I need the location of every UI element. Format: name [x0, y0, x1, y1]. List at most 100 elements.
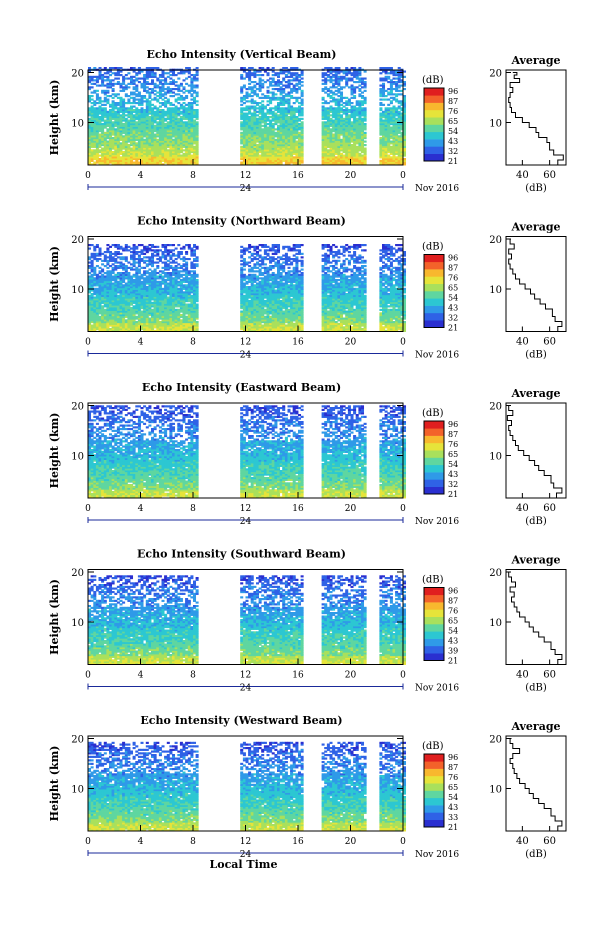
- heatmap-cell: [329, 77, 333, 80]
- heatmap-cell: [132, 81, 136, 84]
- heatmap-cell: [245, 117, 249, 120]
- heatmap-cell: [177, 135, 181, 138]
- heatmap-cell: [261, 145, 265, 148]
- heatmap-cell: [101, 147, 105, 150]
- heatmap-cell: [124, 265, 128, 268]
- heatmap-cell: [271, 81, 275, 84]
- heatmap-cell: [114, 72, 118, 75]
- heatmap-cell: [261, 149, 265, 152]
- heatmap-cell: [148, 109, 152, 112]
- heatmap-cell: [169, 126, 173, 129]
- heatmap-cell: [103, 282, 107, 285]
- heatmap-cell: [114, 82, 118, 85]
- heatmap-cell: [153, 158, 157, 161]
- heatmap-cell: [250, 130, 254, 133]
- heatmap-cell: [337, 117, 341, 120]
- heatmap-cell: [95, 291, 99, 294]
- heatmap-cell: [124, 328, 128, 331]
- heatmap-cell: [382, 116, 386, 119]
- heatmap-cell: [389, 158, 393, 161]
- heatmap-cell: [361, 151, 365, 154]
- heatmap-cell: [300, 130, 304, 133]
- heatmap-cell: [358, 149, 362, 152]
- colorbar-swatch: [424, 131, 444, 140]
- heatmap-cell: [164, 79, 168, 82]
- heatmap-cell: [324, 135, 328, 138]
- heatmap-cell: [363, 151, 367, 154]
- heatmap-cell: [363, 163, 367, 166]
- heatmap-cell: [166, 124, 170, 127]
- heatmap-cell: [101, 280, 105, 283]
- heatmap-cell: [287, 126, 291, 129]
- heatmap-cell: [119, 135, 123, 138]
- heatmap-cell: [384, 156, 388, 159]
- heatmap-cell: [164, 110, 168, 113]
- heatmap-cell: [389, 163, 393, 166]
- heatmap-cell: [337, 112, 341, 115]
- heatmap-cell: [111, 147, 115, 150]
- heatmap-cell: [151, 82, 155, 85]
- heatmap-cell: [250, 95, 254, 98]
- heatmap-cell: [148, 144, 152, 147]
- heatmap-cell: [290, 82, 294, 85]
- heatmap-cell: [101, 315, 105, 318]
- heatmap-cell: [334, 77, 338, 80]
- heatmap-cell: [329, 163, 333, 166]
- heatmap-cell: [282, 98, 286, 101]
- heatmap-cell: [119, 308, 123, 311]
- heatmap-cell: [124, 107, 128, 110]
- heatmap-cell: [282, 112, 286, 115]
- heatmap-cell: [190, 137, 194, 140]
- heatmap-cell: [190, 112, 194, 115]
- heatmap-cell: [158, 93, 162, 96]
- heatmap-cell: [185, 158, 189, 161]
- heatmap-cell: [172, 107, 176, 110]
- heatmap-cell: [106, 135, 110, 138]
- heatmap-cell: [111, 96, 115, 99]
- heatmap-cell: [116, 317, 120, 320]
- heatmap-cell: [329, 110, 333, 113]
- heatmap-cell: [127, 130, 131, 133]
- heatmap-cell: [334, 100, 338, 103]
- heatmap-cell: [93, 121, 97, 124]
- heatmap-cell: [169, 135, 173, 138]
- heatmap-cell: [103, 277, 107, 280]
- heatmap-cell: [95, 158, 99, 161]
- heatmap-cell: [329, 96, 333, 99]
- heatmap-cell: [392, 82, 396, 85]
- heatmap-cell: [332, 82, 336, 85]
- heatmap-cell: [135, 154, 139, 157]
- heatmap-cell: [156, 145, 160, 148]
- heatmap-cell: [161, 124, 165, 127]
- heatmap-cell: [350, 96, 354, 99]
- heatmap-cell: [253, 121, 257, 124]
- heatmap-cell: [290, 147, 294, 150]
- heatmap-cell: [122, 322, 126, 325]
- heatmap-cell: [137, 289, 141, 292]
- heatmap-cell: [277, 159, 281, 162]
- heatmap-cell: [169, 82, 173, 85]
- heatmap-cell: [166, 88, 170, 91]
- heatmap-cell: [179, 112, 183, 115]
- heatmap-cell: [151, 107, 155, 110]
- heatmap-cell: [143, 149, 147, 152]
- heatmap-cell: [250, 123, 254, 126]
- heatmap-cell: [279, 131, 283, 134]
- heatmap-cell: [90, 130, 94, 133]
- heatmap-cell: [400, 81, 404, 84]
- heatmap-cell: [353, 130, 357, 133]
- heatmap-cell: [300, 93, 304, 96]
- heatmap-cell: [248, 138, 252, 141]
- heatmap-cell: [347, 110, 351, 113]
- heatmap-cell: [353, 123, 357, 126]
- heatmap-cell: [253, 116, 257, 119]
- heatmap-cell: [164, 103, 168, 106]
- heatmap-cell: [282, 117, 286, 120]
- heatmap-cell: [182, 117, 186, 120]
- heatmap-cell: [190, 105, 194, 108]
- heatmap-cell: [279, 149, 283, 152]
- heatmap-cell: [248, 86, 252, 89]
- heatmap-cell: [324, 67, 328, 70]
- heatmap-cell: [135, 303, 139, 306]
- heatmap-cell: [324, 133, 328, 136]
